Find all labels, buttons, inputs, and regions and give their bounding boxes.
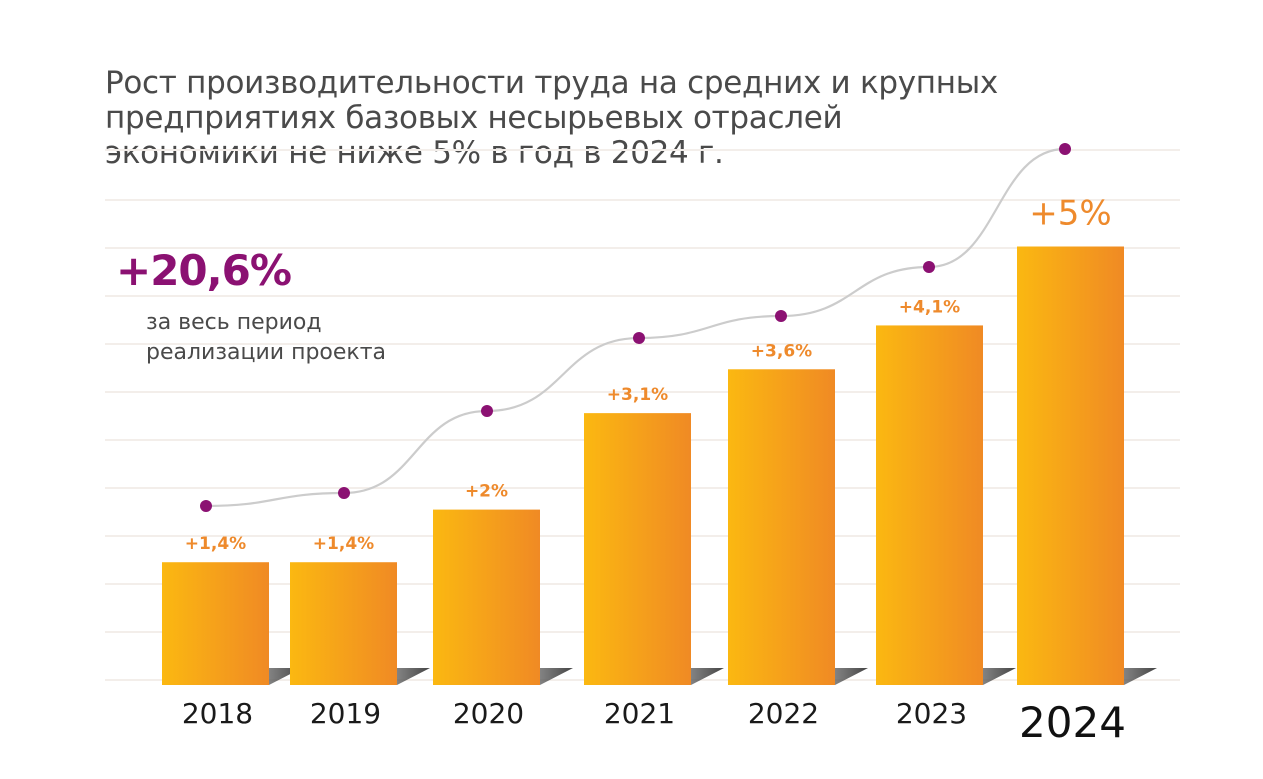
total-growth-caption-line: реализации проекта xyxy=(146,340,387,365)
bar-2020 xyxy=(433,509,540,685)
trend-point xyxy=(200,500,212,512)
x-tick-label: 2020 xyxy=(453,697,524,730)
total-growth-caption-line: за весь период xyxy=(146,310,322,335)
bar-value-label: +5% xyxy=(1029,194,1111,234)
trend-point xyxy=(338,487,350,499)
bar-2023 xyxy=(876,325,983,685)
bar-value-label: +3,1% xyxy=(607,385,668,405)
x-tick-label: 2024 xyxy=(1019,698,1126,747)
trend-point xyxy=(923,261,935,273)
bar-value-label: +1,4% xyxy=(313,534,374,554)
chart-title-line: экономики не ниже 5% в год в 2024 г. xyxy=(105,135,724,171)
bar-2022 xyxy=(728,369,835,685)
bar-2019 xyxy=(290,562,397,685)
x-tick-label: 2019 xyxy=(310,697,381,730)
x-tick-label: 2022 xyxy=(748,697,819,730)
trend-point xyxy=(775,310,787,322)
total-growth-caption: за весь период реализации проекта xyxy=(146,308,386,368)
bar-2021 xyxy=(584,413,691,685)
trend-point xyxy=(481,405,493,417)
x-tick-label: 2023 xyxy=(896,697,967,730)
chart-title: Рост производительности труда на средних… xyxy=(105,66,1085,171)
x-tick-label: 2018 xyxy=(182,697,253,730)
trend-point xyxy=(1059,143,1071,155)
bar-value-label: +3,6% xyxy=(751,341,812,361)
bar-value-label: +4,1% xyxy=(899,297,960,317)
bar-2018 xyxy=(162,562,269,685)
bar-2024 xyxy=(1017,246,1124,685)
trend-point xyxy=(633,332,645,344)
bar-value-label: +2% xyxy=(465,482,508,502)
chart-title-line: предприятиях базовых несырьевых отраслей xyxy=(105,100,843,136)
bar-value-label: +1,4% xyxy=(185,534,246,554)
chart-title-line: Рост производительности труда на средних… xyxy=(105,65,998,101)
total-growth-value: +20,6% xyxy=(116,246,292,295)
x-tick-label: 2021 xyxy=(604,697,675,730)
